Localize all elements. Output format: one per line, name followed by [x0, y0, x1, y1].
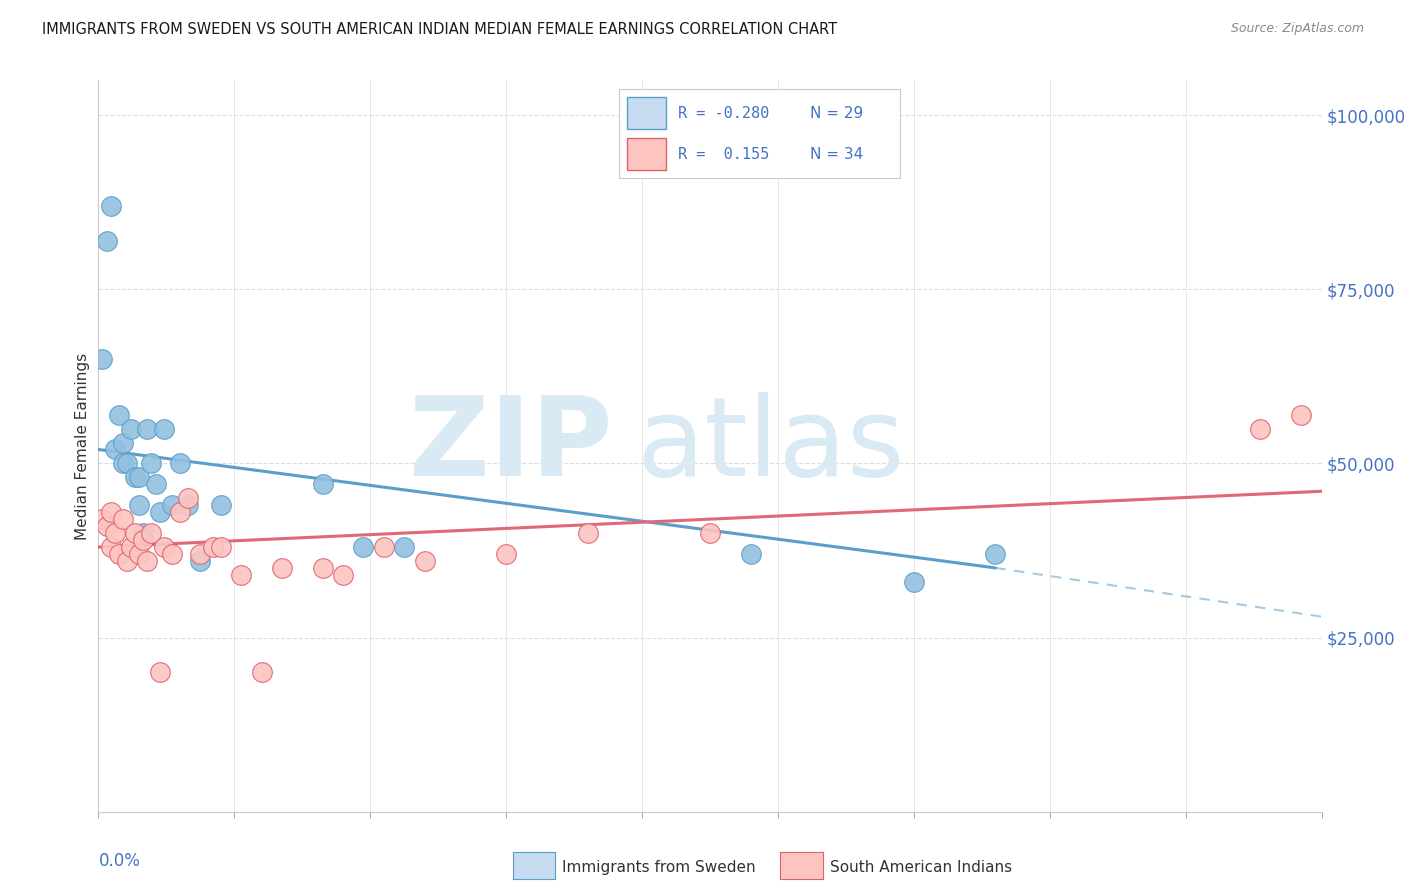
Point [312, 477, 335, 491]
Text: atlas: atlas [637, 392, 905, 500]
Point [332, 567, 354, 582]
Point [413, 554, 436, 568]
Point [128, 470, 150, 484]
Point [373, 540, 395, 554]
Point [100, 505, 122, 519]
Point [188, 547, 212, 561]
Point [91, 351, 114, 366]
Text: Immigrants from Sweden: Immigrants from Sweden [562, 860, 756, 874]
Point [115, 457, 138, 471]
Point [111, 512, 134, 526]
Point [160, 498, 183, 512]
Point [177, 491, 200, 506]
Point [903, 574, 925, 589]
Point [136, 554, 159, 568]
Point [96, 519, 118, 533]
Point [111, 435, 134, 450]
Point [149, 505, 172, 519]
FancyBboxPatch shape [627, 138, 666, 170]
Point [160, 547, 183, 561]
Point [132, 533, 155, 547]
Point [169, 505, 191, 519]
Point [104, 526, 127, 541]
Point [270, 561, 294, 575]
Text: ZIP: ZIP [409, 392, 612, 500]
Point [100, 199, 122, 213]
FancyBboxPatch shape [627, 97, 666, 129]
Point [128, 498, 150, 512]
Point [177, 498, 200, 512]
Point [576, 526, 599, 541]
Text: IMMIGRANTS FROM SWEDEN VS SOUTH AMERICAN INDIAN MEDIAN FEMALE EARNINGS CORRELATI: IMMIGRANTS FROM SWEDEN VS SOUTH AMERICAN… [42, 22, 838, 37]
Point [1291, 408, 1313, 422]
Point [120, 540, 142, 554]
Point [141, 526, 163, 541]
Point [152, 421, 174, 435]
Point [145, 477, 167, 491]
Point [104, 442, 127, 457]
Point [231, 567, 253, 582]
Point [740, 547, 762, 561]
Point [984, 547, 1007, 561]
Point [169, 457, 191, 471]
Point [209, 498, 232, 512]
Point [100, 540, 122, 554]
Point [124, 526, 146, 541]
Point [136, 421, 159, 435]
Point [96, 234, 118, 248]
Text: Source: ZipAtlas.com: Source: ZipAtlas.com [1230, 22, 1364, 36]
Y-axis label: Median Female Earnings: Median Female Earnings [75, 352, 90, 540]
Point [115, 554, 138, 568]
Point [699, 526, 721, 541]
Point [188, 554, 212, 568]
Point [132, 526, 155, 541]
Point [352, 540, 374, 554]
Point [111, 457, 134, 471]
Text: South American Indians: South American Indians [830, 860, 1012, 874]
Point [108, 408, 131, 422]
Point [152, 540, 174, 554]
Point [149, 665, 172, 680]
Point [209, 540, 232, 554]
Text: N = 29: N = 29 [810, 106, 863, 120]
Point [124, 470, 146, 484]
Point [120, 421, 142, 435]
Text: R = -0.280: R = -0.280 [678, 106, 769, 120]
Point [312, 561, 335, 575]
Point [495, 547, 517, 561]
Point [128, 547, 150, 561]
Point [108, 547, 131, 561]
Point [392, 540, 416, 554]
Text: R =  0.155: R = 0.155 [678, 147, 769, 161]
Point [91, 512, 114, 526]
Text: N = 34: N = 34 [810, 147, 863, 161]
Point [141, 457, 163, 471]
Point [201, 540, 224, 554]
Point [1249, 421, 1271, 435]
Text: 0.0%: 0.0% [98, 852, 141, 870]
Point [250, 665, 273, 680]
